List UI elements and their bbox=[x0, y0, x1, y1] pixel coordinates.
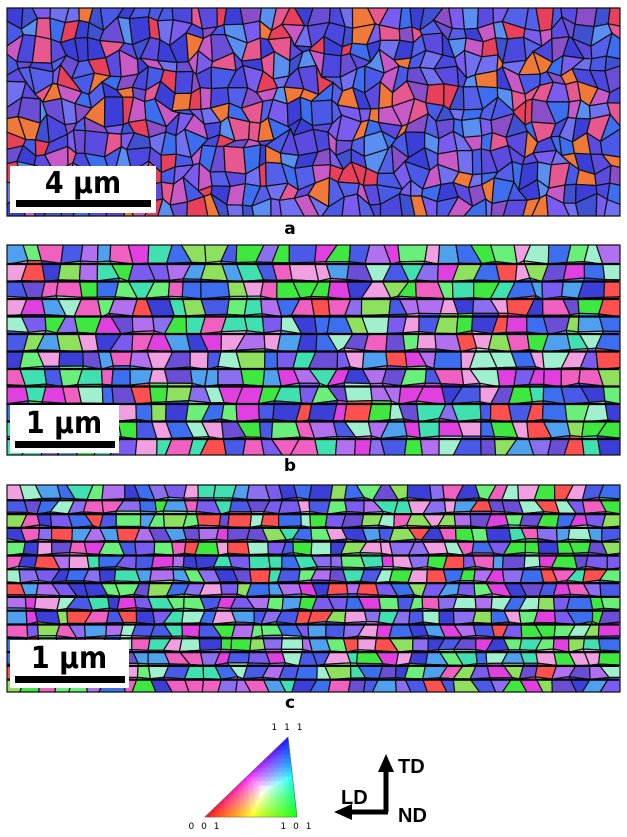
grain bbox=[452, 280, 473, 299]
figure: 4 µm a 1 µm b 1 µm c 1 1 1 0 0 1 1 0 1 T… bbox=[0, 0, 627, 837]
scale-bar bbox=[16, 200, 151, 207]
grain bbox=[184, 485, 198, 498]
ipf-label: 0 0 1 bbox=[189, 822, 222, 832]
grain bbox=[102, 485, 125, 500]
scale-label: 4 µm bbox=[45, 166, 121, 201]
grain bbox=[135, 439, 157, 455]
grain bbox=[544, 368, 562, 387]
grain bbox=[132, 316, 154, 332]
axis-label: LD bbox=[341, 787, 368, 809]
grain bbox=[250, 568, 271, 583]
scale-label: 1 µm bbox=[26, 406, 102, 441]
grain bbox=[386, 333, 405, 352]
grain bbox=[601, 597, 620, 610]
grain bbox=[610, 165, 620, 185]
ipf-label: 1 0 1 bbox=[281, 822, 314, 832]
axis-label: TD bbox=[398, 756, 425, 778]
grain bbox=[59, 351, 83, 367]
grain bbox=[154, 541, 173, 555]
grain bbox=[224, 146, 246, 174]
grain bbox=[83, 500, 103, 513]
grain bbox=[198, 485, 216, 498]
grain bbox=[136, 403, 152, 422]
grain bbox=[172, 93, 191, 111]
grain bbox=[73, 130, 85, 153]
grain bbox=[7, 625, 28, 638]
grain bbox=[322, 54, 342, 77]
grain bbox=[135, 541, 155, 555]
grain bbox=[175, 72, 193, 94]
scale-label: 1 µm bbox=[31, 641, 107, 676]
grain bbox=[259, 162, 266, 186]
grain bbox=[438, 245, 459, 264]
scale-bar bbox=[15, 441, 115, 448]
grain bbox=[296, 666, 318, 680]
panel-label: a bbox=[284, 219, 295, 239]
grain bbox=[231, 638, 251, 651]
grain bbox=[200, 88, 211, 110]
grain bbox=[311, 100, 332, 126]
grain bbox=[362, 298, 391, 316]
grain bbox=[105, 97, 124, 127]
grain bbox=[364, 333, 387, 352]
grain bbox=[386, 351, 407, 367]
grain bbox=[608, 8, 620, 26]
grain bbox=[567, 421, 584, 436]
grain bbox=[398, 245, 427, 262]
ipf-triangle bbox=[205, 737, 297, 817]
grain bbox=[227, 205, 243, 216]
grain bbox=[81, 245, 99, 262]
ipf-label: 1 1 1 bbox=[272, 723, 305, 733]
grain bbox=[170, 202, 187, 216]
grain bbox=[590, 56, 607, 71]
grain bbox=[426, 84, 444, 106]
grain bbox=[80, 280, 98, 297]
grain bbox=[430, 485, 445, 500]
page: {"panels":[{"label":"a","scale_bar":"4 µ… bbox=[0, 0, 627, 837]
grain bbox=[289, 245, 316, 263]
grain bbox=[110, 351, 132, 366]
grain bbox=[457, 151, 473, 175]
panel-label: b bbox=[284, 456, 296, 476]
grain bbox=[564, 184, 577, 203]
grain bbox=[422, 597, 439, 610]
grain bbox=[603, 264, 620, 280]
axis-label: ND bbox=[398, 805, 427, 827]
grain bbox=[463, 8, 479, 29]
grain bbox=[32, 36, 51, 63]
grain bbox=[236, 404, 259, 422]
grain bbox=[472, 149, 481, 175]
grain bbox=[98, 245, 111, 262]
grain bbox=[241, 369, 265, 386]
grain bbox=[309, 485, 333, 500]
grain bbox=[575, 8, 597, 27]
grain bbox=[462, 118, 482, 137]
scale-bar bbox=[15, 676, 125, 683]
panel-label: c bbox=[285, 693, 295, 713]
